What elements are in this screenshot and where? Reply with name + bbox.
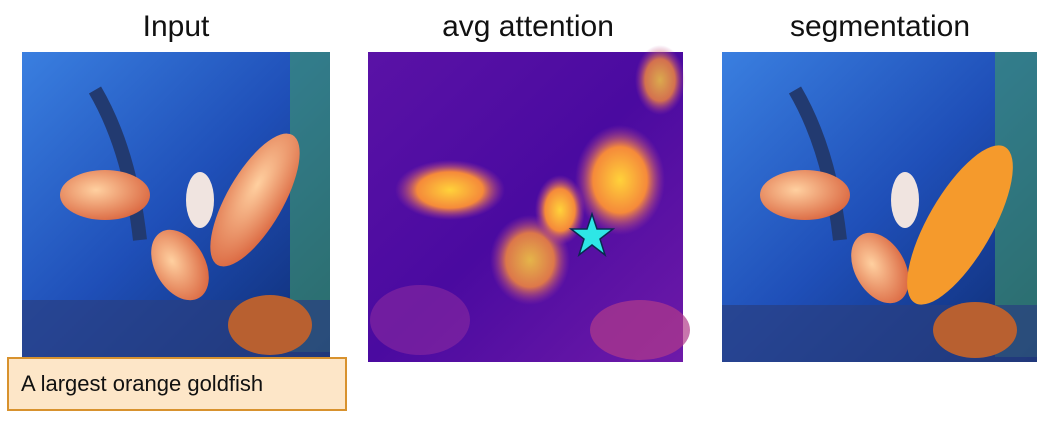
panel-title: segmentation [790,10,970,43]
caption: A largest orange goldfish [21,371,263,396]
panel-title: Input [143,10,210,43]
panel-title: avg attention [442,10,614,43]
attention-map [368,45,690,362]
input-image [22,52,330,358]
segmentation-image [722,52,1037,362]
caption-box [7,357,347,411]
click-point-star [568,211,616,258]
